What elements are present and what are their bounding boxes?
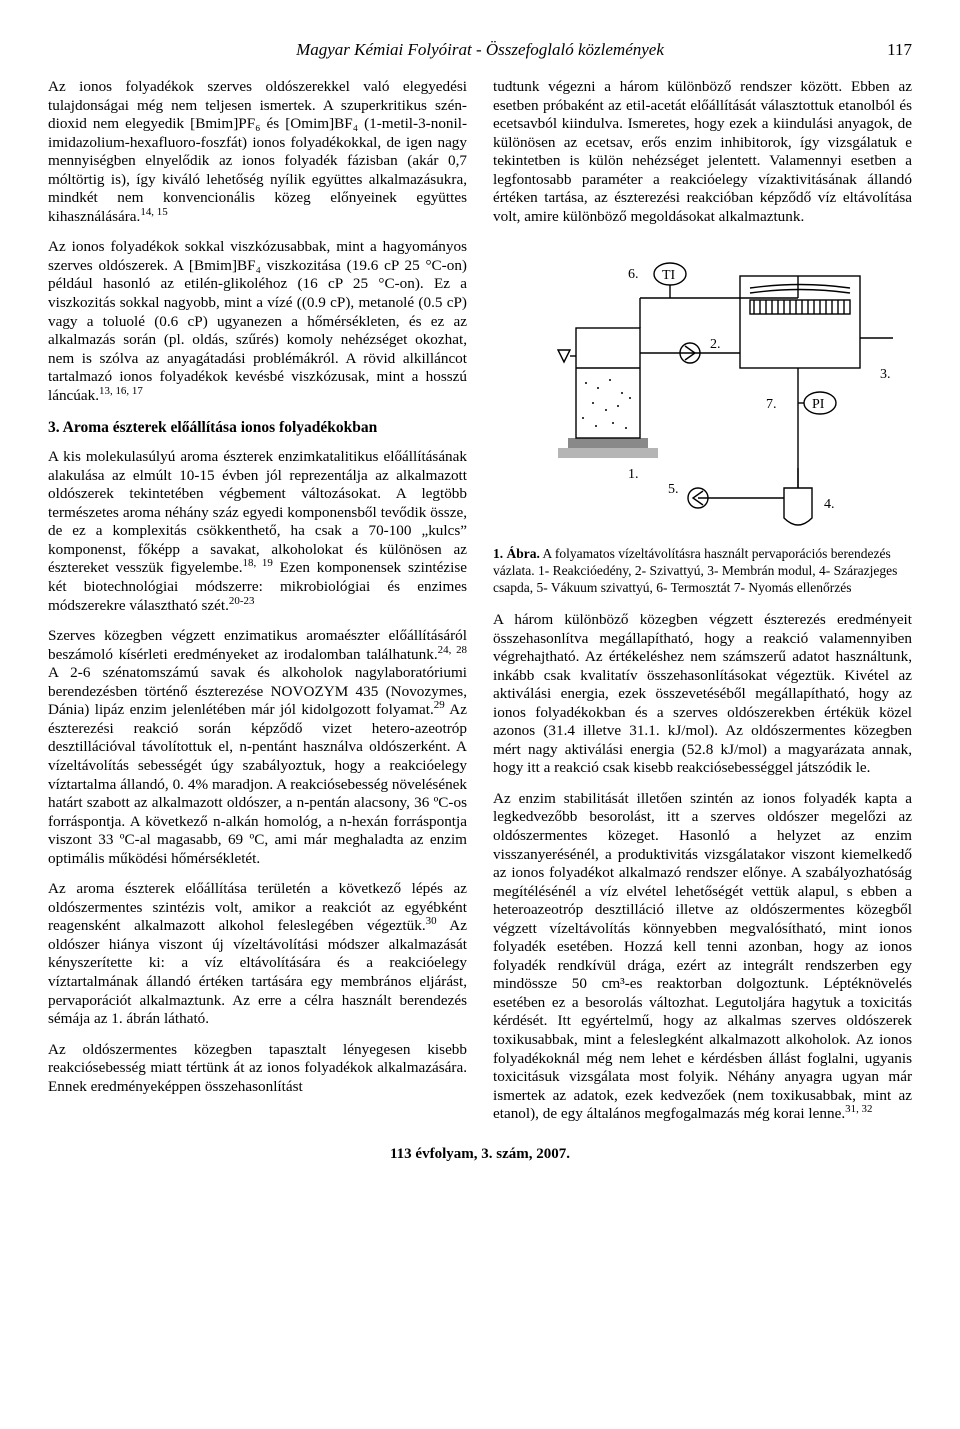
para-r3-sup: 31, 32 <box>845 1103 872 1115</box>
body-columns: Az ionos folyadékok szerves oldószerekke… <box>48 78 912 1124</box>
figure-1: 2. 6. TI <box>493 238 912 597</box>
para-r1: tudtunk végezni a három különböző rendsz… <box>493 78 912 226</box>
fig-label-6: 6. <box>628 267 639 282</box>
running-title: Magyar Kémiai Folyóirat - Összefoglaló k… <box>296 40 664 59</box>
para-r2: A három különböző közegben végzett észte… <box>493 611 912 778</box>
fig-label-1: 1. <box>628 467 639 482</box>
fig-label-4: 4. <box>824 497 835 512</box>
para-l4c: Az észterezési reakció során képződő viz… <box>48 701 467 866</box>
running-head: Magyar Kémiai Folyóirat - Összefoglaló k… <box>48 40 912 60</box>
para-l5-sup: 30 <box>426 915 437 927</box>
para-l1-text: Az ionos folyadékok szerves oldószerekke… <box>48 78 467 225</box>
para-l4a: Szerves közegben végzett enzimatikus aro… <box>48 627 467 663</box>
fig-label-5: 5. <box>668 482 679 497</box>
figure-1-caption-rest: A folyamatos vízeltávolításra használt p… <box>493 546 897 595</box>
para-l1-sup: 14, 15 <box>140 206 167 218</box>
fig-label-2: 2. <box>710 337 721 352</box>
para-r3: Az enzim stabilitását illetően szintén a… <box>493 790 912 1124</box>
para-l1: Az ionos folyadékok szerves oldószerekke… <box>48 78 467 226</box>
fig-label-3: 3. <box>880 367 891 382</box>
page-number: 117 <box>887 40 912 60</box>
section-heading-3: 3. Aroma észterek előállítása ionos foly… <box>48 419 467 438</box>
figure-1-caption-bold: 1. Ábra. <box>493 546 540 561</box>
para-r3a: Az enzim stabilitását illetően szintén a… <box>493 790 912 1122</box>
footer-text: 113 évfolyam, 3. szám, 2007. <box>390 1146 570 1162</box>
figure-1-caption: 1. Ábra. A folyamatos vízeltávolításra h… <box>493 546 912 597</box>
para-l2-sup: 13, 16, 17 <box>99 385 143 397</box>
para-l2: Az ionos folyadékok sokkal viszkózusabba… <box>48 238 467 405</box>
para-l4b-sup: 29 <box>434 699 445 711</box>
para-l5a: Az aroma észterek előállítása területén … <box>48 880 467 934</box>
para-l5: Az aroma észterek előállítása területén … <box>48 880 467 1028</box>
para-l3: A kis molekulasúlyú aroma észterek enzim… <box>48 448 467 615</box>
para-l2-text: Az ionos folyadékok sokkal viszkózusabba… <box>48 238 467 403</box>
fig-label-7: 7. <box>766 397 777 412</box>
page-footer: 113 évfolyam, 3. szám, 2007. <box>48 1146 912 1163</box>
figure-1-svg: 2. 6. TI <box>493 238 912 538</box>
para-l4: Szerves közegben végzett enzimatikus aro… <box>48 627 467 868</box>
para-l3a-sup: 18, 19 <box>243 557 273 569</box>
para-l3b-sup: 20-23 <box>229 595 255 607</box>
fig-indicator-ti: TI <box>662 268 676 283</box>
para-l4b: A 2-6 szénatomszámú savak és alkoholok n… <box>48 664 467 718</box>
para-l6: Az oldószermentes közegben tapasztalt lé… <box>48 1041 467 1097</box>
para-l4a-sup: 24, 28 <box>438 644 467 656</box>
fig-indicator-pi: PI <box>812 397 825 412</box>
